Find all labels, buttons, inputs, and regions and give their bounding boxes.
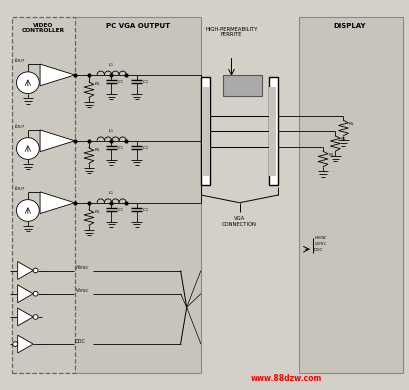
Text: $H_{SYNC}$: $H_{SYNC}$: [74, 263, 89, 272]
Bar: [72, 17, 200, 373]
Text: $R_L$: $R_L$: [339, 136, 346, 144]
Text: www.88dzw.com: www.88dzw.com: [250, 374, 321, 383]
Text: $I_{OUT}$: $I_{OUT}$: [13, 184, 25, 193]
Polygon shape: [18, 262, 33, 279]
Polygon shape: [40, 130, 74, 152]
Text: $I_{OUT}$: $I_{OUT}$: [13, 122, 25, 131]
Text: DDC: DDC: [74, 339, 85, 344]
Circle shape: [33, 291, 38, 296]
Polygon shape: [18, 285, 33, 303]
Text: $H_{SYNC}$: $H_{SYNC}$: [313, 234, 326, 242]
Text: $R_L$: $R_L$: [348, 120, 354, 128]
Polygon shape: [18, 335, 33, 353]
Circle shape: [16, 72, 39, 94]
Text: $V_{SYNC}$: $V_{SYNC}$: [313, 240, 326, 248]
Text: HIGH-PERMEABILITY
FERRITE: HIGH-PERMEABILITY FERRITE: [205, 27, 257, 37]
Text: $C_2$: $C_2$: [142, 206, 148, 214]
Bar: [269, 87, 276, 176]
Polygon shape: [40, 192, 74, 214]
Text: $C_2$: $C_2$: [142, 144, 148, 152]
Polygon shape: [18, 308, 33, 326]
Polygon shape: [40, 64, 74, 86]
Text: $L_1$: $L_1$: [108, 189, 114, 197]
Circle shape: [16, 138, 39, 160]
Text: $R_L$: $R_L$: [94, 81, 100, 89]
Text: DISPLAY: DISPLAY: [333, 23, 365, 29]
Bar: [200, 77, 209, 185]
Circle shape: [16, 200, 39, 222]
Text: DDC: DDC: [313, 248, 322, 252]
Text: $R_L$: $R_L$: [327, 151, 334, 159]
Text: $C_1$: $C_1$: [117, 206, 124, 214]
Bar: [223, 75, 261, 96]
Text: $C_1$: $C_1$: [117, 144, 124, 152]
FancyBboxPatch shape: [11, 17, 74, 373]
Circle shape: [33, 268, 38, 273]
Text: $R_L$: $R_L$: [94, 209, 100, 216]
Bar: [202, 87, 209, 176]
Circle shape: [13, 342, 18, 346]
Text: $R_L$: $R_L$: [94, 147, 100, 154]
Text: $C_2$: $C_2$: [142, 78, 148, 86]
Text: $L_1$: $L_1$: [108, 127, 114, 135]
Text: $V_{SYNC}$: $V_{SYNC}$: [74, 286, 89, 295]
Text: $C_1$: $C_1$: [117, 78, 124, 86]
Text: PC VGA OUTPUT: PC VGA OUTPUT: [106, 23, 169, 29]
Text: VGA
CONNECTION: VGA CONNECTION: [222, 216, 256, 227]
Text: VIDEO
CONTROLLER: VIDEO CONTROLLER: [22, 23, 65, 34]
Bar: [298, 17, 402, 373]
Text: $I_{OUT}$: $I_{OUT}$: [13, 57, 25, 66]
Text: $L_1$: $L_1$: [108, 62, 114, 69]
Bar: [269, 77, 278, 185]
Circle shape: [33, 315, 38, 319]
